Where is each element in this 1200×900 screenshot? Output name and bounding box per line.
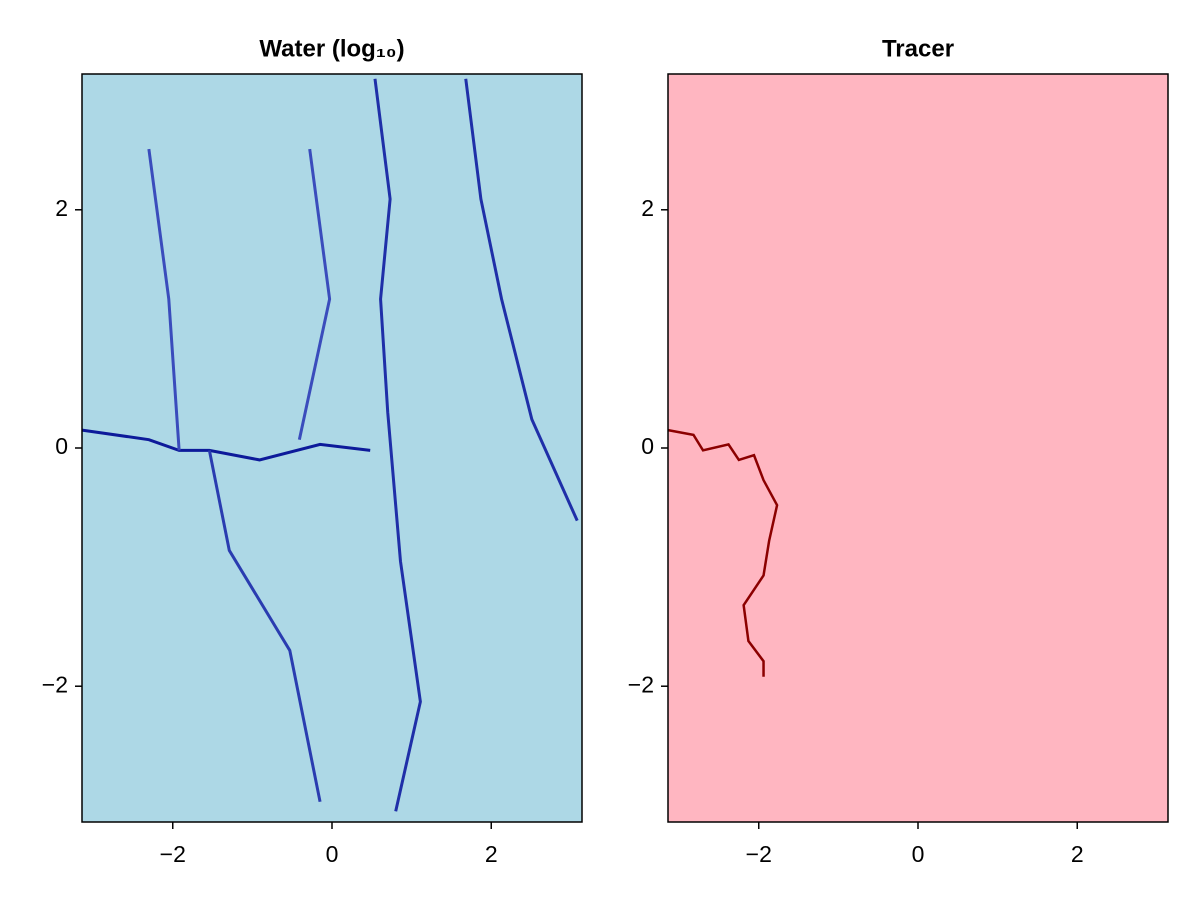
series-line bbox=[147, 148, 181, 451]
x-tick-label: 0 bbox=[326, 841, 339, 867]
series-line bbox=[297, 148, 332, 440]
x-tick-label: 0 bbox=[912, 841, 925, 867]
y-tick-label: −2 bbox=[42, 671, 68, 697]
series-line bbox=[464, 78, 579, 522]
series-line bbox=[373, 78, 422, 812]
series-line bbox=[667, 428, 779, 677]
x-tick-label: −2 bbox=[746, 841, 772, 867]
plot-background bbox=[82, 74, 582, 822]
series-line bbox=[207, 450, 322, 803]
y-tick-label: 0 bbox=[55, 433, 68, 459]
panel-title: Tracer bbox=[882, 35, 954, 62]
y-tick-label: 0 bbox=[641, 433, 654, 459]
x-tick-label: 2 bbox=[485, 841, 498, 867]
y-tick-label: −2 bbox=[628, 671, 654, 697]
series-line bbox=[81, 428, 371, 462]
y-tick-label: 2 bbox=[55, 195, 68, 221]
x-tick-label: 2 bbox=[1071, 841, 1084, 867]
y-tick-label: 2 bbox=[641, 195, 654, 221]
panel-title: Water (log₁₀) bbox=[259, 35, 404, 62]
x-tick-label: −2 bbox=[160, 841, 186, 867]
plot-background bbox=[668, 74, 1168, 822]
